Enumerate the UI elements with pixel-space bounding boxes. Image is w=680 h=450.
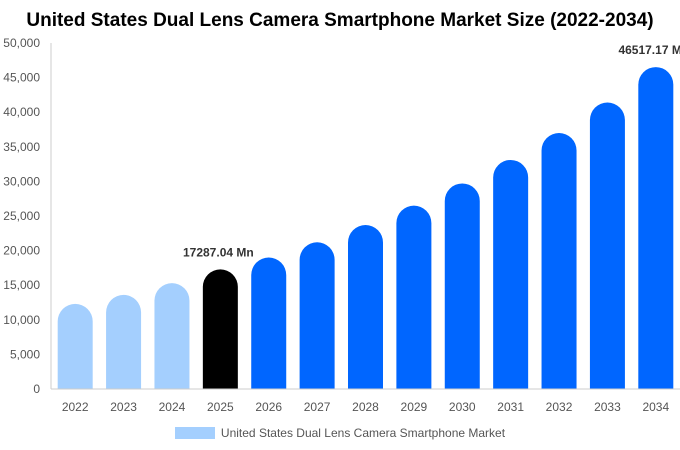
x-tick-label: 2030 [449,400,476,414]
legend: United States Dual Lens Camera Smartphon… [0,426,680,440]
bar-2031 [493,159,529,389]
bar-2034 [638,67,674,389]
bar-2033 [589,102,625,390]
x-tick-label: 2025 [207,400,234,414]
y-tick-label: 40,000 [3,105,40,119]
y-tick-label: 20,000 [3,244,40,258]
data-label-2034: 46517.17 Mn [618,43,680,57]
bar-2029 [396,205,432,389]
bar-2027 [299,242,335,389]
chart-title: United States Dual Lens Camera Smartphon… [26,10,654,31]
x-axis: 2022 2023 2024 2025 2026 2027 2028 2029 2030 2031… [51,388,680,414]
x-tick-label: 2031 [497,400,524,414]
bar-2024 [154,283,190,389]
y-tick-label: 10,000 [3,313,40,327]
x-tick-label: 2022 [62,400,89,414]
x-tick-label: 2034 [642,400,669,414]
y-axis: 0 5,000 10,000 15,000 20,000 25,000 30,000 35,0… [3,36,52,396]
x-tick-label: 2026 [255,400,282,414]
y-tick-label: 15,000 [3,278,40,292]
x-tick-label: 2033 [594,400,621,414]
bars [57,67,674,390]
x-tick-label: 2029 [401,400,428,414]
data-label-2025: 17287.04 Mn [183,245,254,259]
x-tick-label: 2024 [159,400,186,414]
y-tick-label: 50,000 [3,36,40,50]
y-tick-label: 35,000 [3,140,40,154]
x-tick-label: 2023 [110,400,137,414]
legend-label: United States Dual Lens Camera Smartphon… [220,426,506,440]
x-tick-label: 2028 [352,400,379,414]
bar-2028 [348,224,383,389]
bar-2022 [57,303,93,389]
y-tick-label: 5,000 [10,347,40,361]
bar-2023 [106,294,142,389]
y-tick-label: 45,000 [3,71,40,85]
bar-2030 [444,183,480,389]
bar-2025 [202,269,238,389]
x-tick-label: 2032 [546,400,573,414]
y-tick-label: 25,000 [3,209,40,223]
y-tick-label: 30,000 [3,174,40,188]
y-tick-label: 0 [33,382,40,396]
bar-2032 [541,132,577,389]
x-tick-label: 2027 [304,400,331,414]
data-labels: 17287.04 Mn 46517.17 Mn [183,43,680,259]
bar-2026 [251,257,287,389]
legend-swatch [174,427,215,439]
